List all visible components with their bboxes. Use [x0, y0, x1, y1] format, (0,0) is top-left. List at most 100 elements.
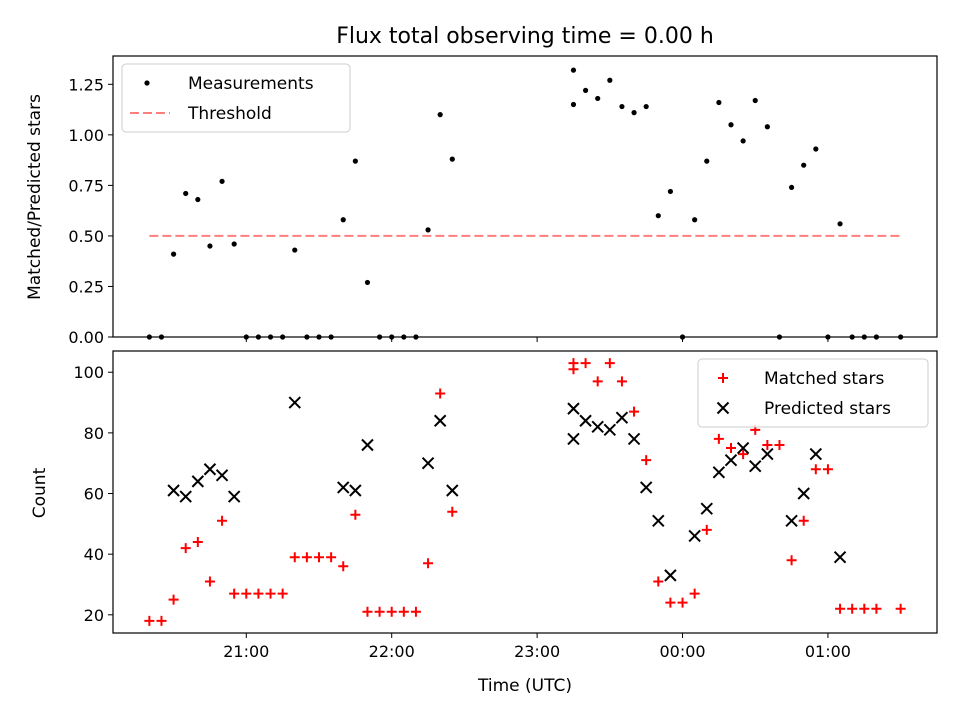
- measurements-point: [146, 334, 152, 340]
- matched-stars-point: [822, 464, 833, 475]
- measurements-point: [788, 184, 795, 191]
- predicted-stars-point: [349, 484, 362, 497]
- measurements-point: [631, 110, 637, 116]
- predicted-stars-point: [579, 414, 592, 427]
- matched-stars-point: [871, 603, 882, 614]
- measurements-point: [243, 334, 249, 340]
- measurements-point: [716, 99, 722, 106]
- predicted-stars-point: [700, 502, 713, 515]
- measurements-point: [304, 334, 310, 340]
- predicted-stars-point: [179, 490, 192, 503]
- measurements-point: [813, 146, 819, 152]
- x-tick-label: 23:00: [514, 642, 560, 661]
- matched-stars-point: [168, 594, 179, 605]
- matched-stars-point: [580, 358, 591, 369]
- x-tick-label: 01:00: [805, 642, 851, 661]
- bottom-axes-frame: [112, 350, 938, 634]
- measurements-point: [255, 334, 262, 340]
- matched-stars-point: [277, 588, 288, 599]
- measurements-point: [413, 334, 419, 340]
- measurements-point: [849, 334, 855, 340]
- matched-stars-point: [350, 509, 361, 520]
- matched-stars-point: [859, 603, 870, 614]
- matched-stars-point: [374, 606, 385, 617]
- predicted-stars-point: [337, 481, 350, 494]
- predicted-stars-point: [639, 481, 653, 494]
- y-tick-label: 80: [84, 424, 104, 443]
- matched-stars-point: [217, 515, 228, 526]
- measurements-point: [825, 334, 831, 340]
- matched-stars-point: [289, 552, 300, 563]
- matched-stars-point: [435, 388, 446, 399]
- matched-stars-point: [604, 358, 615, 369]
- matched-stars-point: [338, 561, 349, 572]
- y-tick-label: 40: [84, 545, 104, 564]
- measurements-point: [449, 156, 455, 162]
- measurements-point: [861, 334, 867, 340]
- measurements-point: [328, 334, 334, 340]
- measurements-point: [655, 213, 661, 219]
- measurements-point: [898, 334, 904, 340]
- measurements-point: [667, 188, 674, 195]
- bottom-ylabel: Count: [30, 467, 50, 518]
- measurements-point: [764, 124, 770, 130]
- measurements-point: [340, 217, 346, 223]
- matched-stars-point: [314, 552, 324, 563]
- measurements-point: [219, 178, 225, 184]
- measurements-point: [704, 158, 710, 164]
- measurements-point: [692, 217, 698, 223]
- measurements-point: [195, 196, 201, 203]
- matched-stars-point: [204, 576, 215, 587]
- matched-stars-point: [810, 464, 821, 475]
- measurements-point: [389, 334, 395, 340]
- matched-stars-point: [410, 606, 421, 617]
- matched-stars-point: [253, 588, 264, 599]
- x-tick-label: 00:00: [659, 642, 705, 661]
- y-tick-label: 20: [84, 606, 104, 625]
- predicted-stars-point: [749, 460, 762, 473]
- measurements-point: [607, 77, 613, 83]
- predicted-stars-point: [288, 396, 301, 409]
- predicted-stars-point: [615, 411, 629, 424]
- matched-stars-point: [423, 558, 434, 569]
- predicted-stars-point: [761, 447, 774, 461]
- predicted-stars-point: [785, 514, 798, 528]
- measurements-point: [352, 158, 358, 164]
- y-tick-label: 60: [84, 485, 104, 504]
- matched-stars-point: [653, 576, 664, 587]
- predicted-stars-point: [736, 441, 750, 455]
- matched-stars-point: [835, 603, 846, 614]
- matched-stars-point: [386, 606, 397, 617]
- measurements-point: [170, 251, 177, 257]
- predicted-stars-point: [215, 469, 229, 482]
- measurements-point: [679, 334, 686, 340]
- legend-label: Matched stars: [764, 369, 884, 389]
- measurements-point: [595, 95, 601, 102]
- predicted-stars-point: [797, 487, 810, 500]
- predicted-stars-point: [191, 475, 205, 488]
- legend-marker: [716, 401, 730, 415]
- matched-stars-point: [362, 606, 373, 617]
- top-axes-frame: [112, 55, 938, 338]
- y-tick-label: 100: [73, 363, 104, 382]
- predicted-stars-point: [833, 550, 847, 564]
- matched-stars-point: [774, 440, 785, 450]
- matched-stars-point: [180, 543, 191, 554]
- legend-marker: [144, 80, 150, 86]
- predicted-stars-point: [809, 447, 823, 461]
- measurements-point: [425, 227, 431, 233]
- matched-stars-point: [616, 376, 627, 387]
- predicted-stars-point: [446, 484, 459, 497]
- matched-stars-point: [592, 376, 603, 387]
- measurements-point: [207, 243, 213, 249]
- y-tick-label: 0.00: [68, 328, 104, 347]
- predicted-stars-point: [627, 432, 641, 446]
- y-tick-label: 0.50: [68, 227, 104, 246]
- x-tick-label: 21:00: [223, 642, 269, 661]
- bottom-xlabel: Time (UTC): [477, 676, 572, 696]
- bottom-panel: Count Time (UTC) 20 40 60 80 100 21:00 22:00 23…: [30, 350, 938, 696]
- top-panel: Matched/Predicted stars 0.00 0.25 0.50 0.75…: [25, 55, 938, 347]
- predicted-stars-point: [227, 490, 241, 503]
- predicted-stars-point: [203, 463, 217, 476]
- measurements-point: [292, 247, 298, 253]
